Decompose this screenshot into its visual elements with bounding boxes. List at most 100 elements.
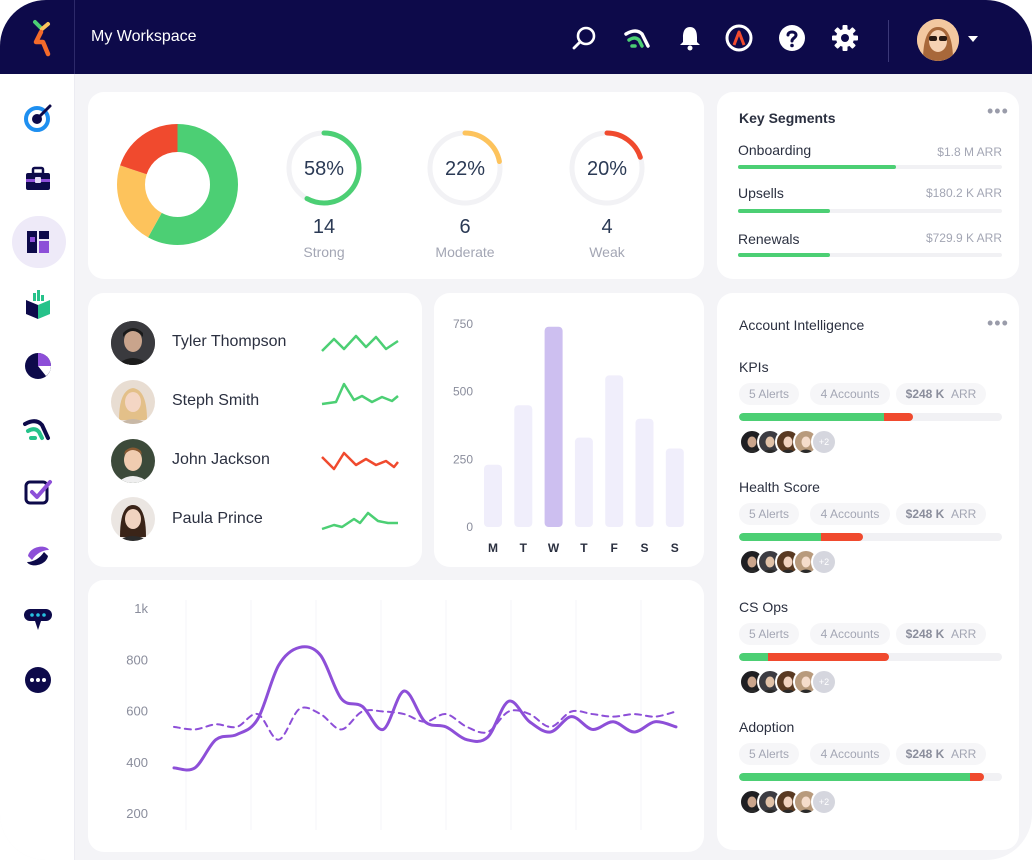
section-title[interactable]: Health Score — [739, 479, 820, 495]
box-chart-icon[interactable] — [22, 288, 54, 320]
segment-progress-fill — [738, 209, 831, 213]
health-donut-chart — [117, 124, 238, 245]
arr-unit: ARR — [951, 507, 977, 521]
x-tick-label: T — [580, 541, 588, 555]
flow-icon[interactable] — [22, 540, 54, 572]
section-title[interactable]: KPIs — [739, 359, 769, 375]
workspace-title[interactable]: My Workspace — [91, 28, 197, 45]
top-bar-divider — [74, 0, 75, 74]
donut-slice-moderate[interactable] — [117, 124, 238, 245]
bar-0[interactable] — [484, 464, 502, 527]
moderate-ring — [427, 130, 503, 206]
chevron-down-icon[interactable] — [968, 36, 978, 42]
arr-value: $248 K — [905, 507, 945, 521]
moderate-count: 6 — [459, 216, 471, 238]
weekly-bar-chart: 750 500 250 0 M T W T F S S — [453, 317, 684, 555]
checklist-icon[interactable] — [22, 476, 54, 508]
bar-1[interactable] — [514, 405, 533, 527]
person-name[interactable]: Paula Prince — [172, 510, 263, 527]
y-tick-label: 800 — [126, 652, 148, 667]
trend-sparkline — [321, 451, 399, 471]
progress-red — [883, 413, 913, 421]
alerts-pill[interactable]: 5 Alerts — [739, 503, 799, 525]
avatar[interactable] — [111, 439, 155, 483]
weak-count: 4 — [601, 216, 613, 238]
accounts-pill[interactable]: 4 Accounts — [810, 383, 890, 405]
sidebar — [0, 74, 75, 860]
bar-5[interactable] — [635, 418, 654, 527]
section-progress — [739, 773, 1002, 781]
weak-label: Weak — [589, 244, 625, 260]
bar-3[interactable] — [574, 437, 593, 527]
avatar[interactable] — [757, 549, 783, 575]
arr-pill: $248 K ARR — [896, 743, 986, 765]
segment-progress — [738, 209, 1002, 213]
settings-icon[interactable] — [831, 24, 859, 52]
more-icon[interactable] — [22, 664, 54, 696]
app-logo-icon[interactable] — [24, 18, 60, 58]
y-tick-label: 400 — [126, 755, 148, 770]
alerts-pill[interactable]: 5 Alerts — [739, 743, 799, 765]
segment-progress-fill — [738, 165, 897, 169]
x-tick-label: M — [488, 541, 498, 555]
alert-logo-icon[interactable] — [725, 24, 753, 52]
alerts-pill[interactable]: 5 Alerts — [739, 623, 799, 645]
section-title[interactable]: Adoption — [739, 719, 795, 735]
series-line-0[interactable] — [172, 645, 678, 772]
y-tick-label: 600 — [126, 704, 148, 719]
segment-name[interactable]: Upsells — [738, 185, 784, 201]
y-tick-label: 0 — [466, 520, 473, 534]
bar-4[interactable] — [605, 375, 624, 527]
avatar[interactable] — [111, 497, 155, 541]
dashboard-icon[interactable] — [22, 226, 54, 258]
accounts-pill[interactable]: 4 Accounts — [810, 623, 890, 645]
strong-ring — [286, 130, 362, 206]
arr-unit: ARR — [951, 627, 977, 641]
analytics-icon[interactable] — [624, 24, 652, 52]
help-icon[interactable] — [778, 24, 806, 52]
health-summary-card — [88, 92, 704, 279]
user-avatar[interactable] — [917, 19, 959, 61]
avatar[interactable] — [111, 380, 155, 424]
y-tick-label: 750 — [453, 317, 473, 331]
more-avatars-badge[interactable]: +2 — [811, 429, 837, 455]
trend-sparkline — [321, 382, 399, 406]
y-tick-label: 1k — [134, 601, 148, 616]
bar-6[interactable] — [665, 448, 684, 527]
more-avatars-badge[interactable]: +2 — [811, 669, 837, 695]
more-options-icon[interactable]: ••• — [987, 101, 1009, 121]
target-icon[interactable] — [22, 102, 54, 134]
person-name[interactable]: John Jackson — [172, 451, 270, 468]
segment-name[interactable]: Onboarding — [738, 142, 812, 158]
chat-icon[interactable] — [22, 602, 54, 634]
bar-2[interactable] — [544, 326, 563, 527]
segment-name[interactable]: Renewals — [738, 231, 800, 247]
more-avatars-badge[interactable]: +2 — [811, 549, 837, 575]
x-tick-label: S — [671, 541, 679, 555]
search-icon[interactable] — [571, 24, 599, 52]
arr-pill: $248 K ARR — [896, 383, 986, 405]
section-title[interactable]: CS Ops — [739, 599, 789, 615]
segment-arr: $729.9 K ARR — [925, 231, 1002, 245]
pie-icon[interactable] — [22, 350, 54, 382]
analytics-icon[interactable] — [22, 414, 54, 446]
moderate-label: Moderate — [435, 244, 495, 260]
progress-green — [739, 533, 821, 541]
x-tick-label: F — [611, 541, 618, 555]
donut-slice-weak[interactable] — [117, 124, 238, 245]
person-name[interactable]: Steph Smith — [172, 392, 260, 409]
progress-green — [739, 773, 971, 781]
briefcase-icon[interactable] — [22, 164, 54, 196]
progress-green — [739, 413, 884, 421]
more-avatars-badge[interactable]: +2 — [811, 789, 837, 815]
bell-icon[interactable] — [676, 24, 704, 52]
more-options-icon[interactable]: ••• — [987, 313, 1009, 333]
accounts-pill[interactable]: 4 Accounts — [810, 503, 890, 525]
alerts-pill[interactable]: 5 Alerts — [739, 383, 799, 405]
series-line-1[interactable] — [173, 706, 677, 741]
person-name[interactable]: Tyler Thompson — [172, 333, 287, 350]
key-segments-card — [717, 92, 1019, 279]
trend-sparkline — [321, 511, 398, 531]
accounts-pill[interactable]: 4 Accounts — [810, 743, 890, 765]
avatar[interactable] — [111, 321, 155, 365]
